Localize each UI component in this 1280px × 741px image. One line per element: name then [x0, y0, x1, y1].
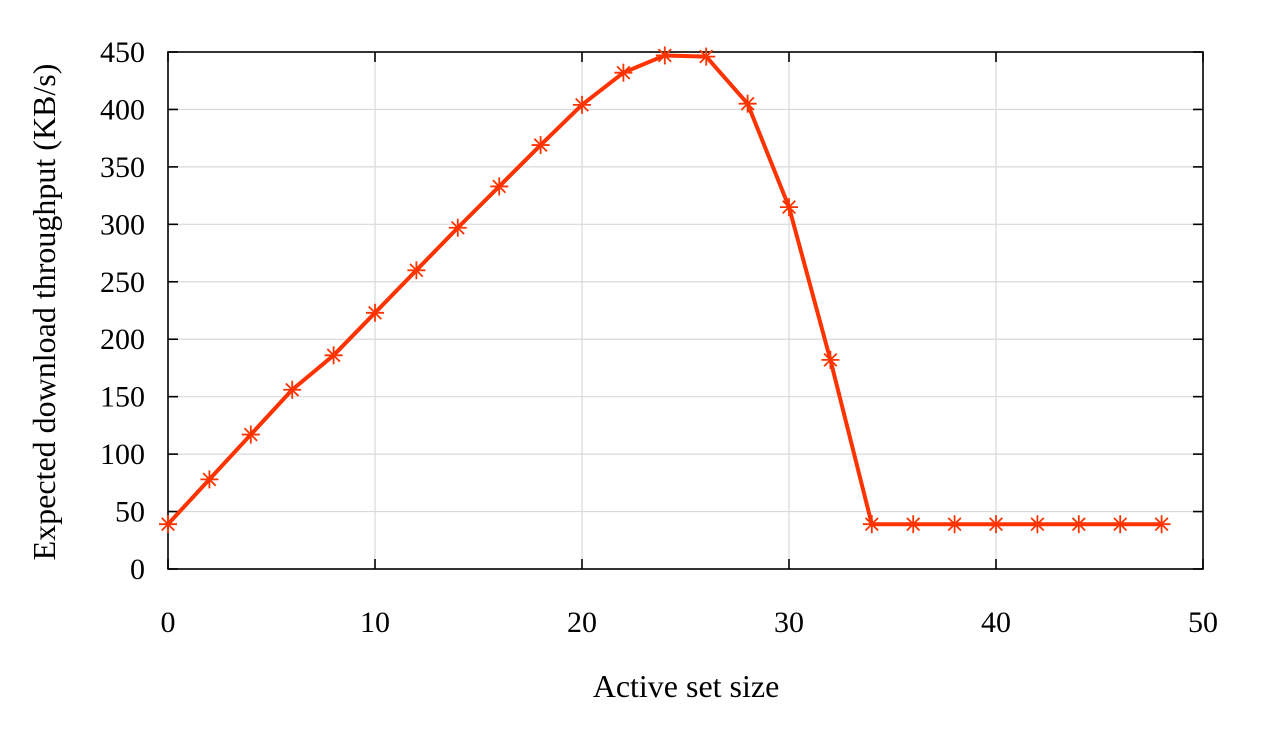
data-point-marker [1069, 515, 1088, 534]
marker-stroke [740, 96, 755, 111]
data-point-marker [1028, 515, 1047, 534]
data-point-marker [324, 346, 343, 365]
data-point-marker [1152, 515, 1171, 534]
y-axis-title: Expected download throughput (KB/s) [26, 64, 62, 561]
data-point-marker [490, 177, 509, 196]
marker-stroke [202, 472, 217, 487]
marker-stroke [782, 200, 796, 215]
marker-stroke [1071, 517, 1086, 532]
marker-stroke [906, 517, 921, 532]
marker-stroke [1154, 517, 1169, 532]
series-layer [159, 46, 1171, 534]
y-tick-label: 50 [115, 496, 145, 529]
marker-stroke [326, 348, 341, 363]
y-tick-label: 100 [100, 438, 145, 471]
marker-stroke [947, 517, 962, 532]
data-point-marker [945, 515, 964, 534]
y-tick-label: 0 [130, 553, 145, 586]
y-tick-label: 250 [100, 266, 145, 299]
x-tick-label: 0 [161, 606, 176, 639]
marker-stroke [533, 138, 548, 152]
x-axis-title: Active set size [593, 668, 780, 704]
data-point-marker [614, 63, 633, 82]
data-point-marker [862, 515, 881, 534]
x-tick-label: 10 [360, 606, 390, 639]
data-point-marker [1111, 515, 1130, 534]
data-point-marker [904, 515, 923, 534]
data-point-marker [283, 380, 302, 399]
marker-stroke [285, 382, 300, 397]
plot-border [167, 51, 1204, 570]
marker-stroke [492, 179, 507, 194]
marker-stroke [864, 517, 879, 532]
y-tick-label: 150 [100, 381, 145, 414]
grid-layer [168, 52, 1203, 569]
data-point-marker [987, 515, 1005, 534]
marker-stroke [989, 517, 1003, 532]
data-point-marker [738, 94, 757, 113]
y-tick-label: 300 [100, 208, 145, 241]
plot-frame [167, 51, 1204, 570]
data-point-marker [655, 46, 674, 65]
marker-stroke [243, 427, 258, 442]
marker-stroke [1113, 517, 1128, 532]
marker-stroke [657, 48, 672, 63]
axis-ticks: 0 10 20 30 40 50 0 50 100 150 200 250 300 350 400 450 [100, 36, 1218, 639]
data-point-marker [159, 515, 177, 534]
x-tick-label: 20 [567, 606, 597, 639]
y-tick-label: 400 [100, 93, 145, 126]
x-tick-label: 30 [774, 606, 804, 639]
data-point-marker [697, 47, 716, 66]
marker-stroke [161, 517, 175, 532]
data-point-marker [407, 261, 426, 280]
data-point-marker [531, 136, 550, 155]
data-point-marker [241, 425, 260, 444]
x-tick-label: 50 [1188, 606, 1218, 639]
data-point-marker [573, 95, 591, 114]
marker-stroke [368, 305, 382, 320]
data-point-marker [200, 470, 219, 489]
marker-stroke [699, 49, 714, 64]
marker-stroke [616, 65, 631, 80]
y-tick-label: 450 [100, 36, 145, 69]
marker-stroke [575, 97, 589, 112]
marker-stroke [823, 352, 838, 367]
y-tick-label: 350 [100, 151, 145, 184]
data-point-marker [821, 350, 840, 369]
marker-stroke [450, 220, 465, 235]
marker-stroke [409, 263, 424, 278]
x-tick-label: 40 [981, 606, 1011, 639]
marker-stroke [1030, 517, 1045, 532]
data-point-marker [448, 218, 467, 237]
y-tick-label: 200 [100, 323, 145, 356]
data-point-marker [366, 303, 384, 322]
data-point-marker [780, 198, 798, 217]
